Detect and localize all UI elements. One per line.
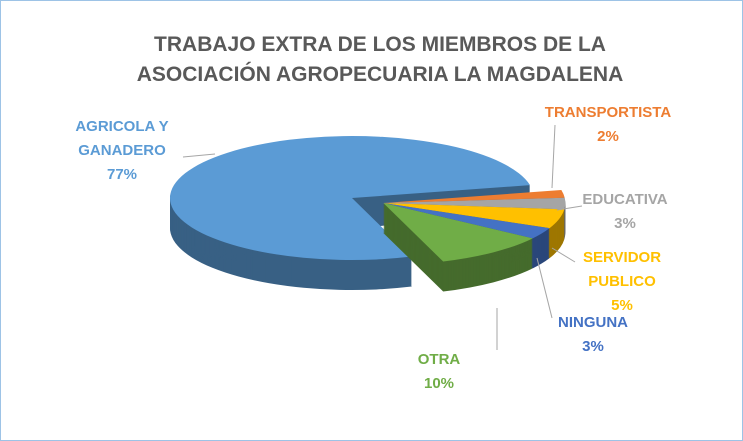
leader-line	[551, 247, 576, 263]
leader-line	[551, 124, 556, 189]
slice-value-label: 10%	[423, 375, 455, 392]
chart-title: TRABAJO EXTRA DE LOS MIEMBROS DE LA ASOC…	[136, 33, 624, 86]
leader-line	[182, 153, 216, 158]
slice-label: OTRA	[417, 351, 461, 368]
slice	[383, 202, 550, 239]
slice-value-label: 5%	[611, 297, 633, 314]
slice-label: SERVIDOR PUBLICO	[582, 249, 662, 290]
slice	[383, 197, 566, 210]
slice-value-label: 3%	[614, 215, 636, 232]
slice-label: AGRICOLA Y GANADERO	[75, 118, 169, 159]
slice-label: TRANSPORTISTA	[544, 104, 672, 121]
slice	[170, 135, 531, 260]
slice	[383, 202, 565, 229]
slice-label: NINGUNA	[558, 314, 628, 331]
leader-line	[556, 205, 583, 211]
slice	[383, 202, 533, 262]
slice-value-label: 77%	[106, 166, 138, 183]
slice-value-label: 2%	[597, 128, 619, 145]
slice-label: EDUCATIVA	[582, 191, 668, 208]
leader-line	[536, 257, 553, 319]
slice	[383, 190, 565, 203]
slice-value-label: 3%	[582, 338, 604, 355]
